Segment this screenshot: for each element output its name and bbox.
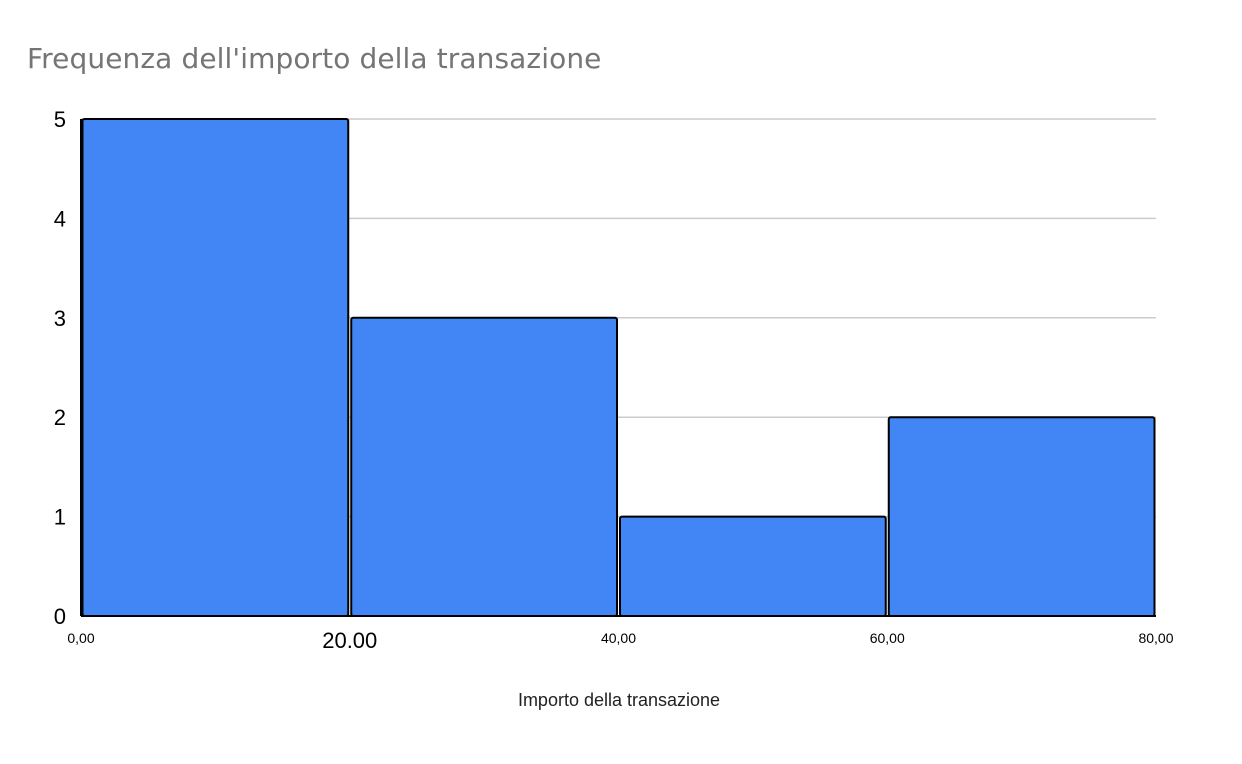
y-tick-label: 2 [54,405,66,430]
x-tick-label: 0,00 [67,630,94,646]
y-tick-label: 4 [54,206,66,231]
x-tick-label: 20.00 [322,628,377,653]
y-tick-label: 0 [54,604,66,629]
x-tick-labels: 0,00 20.00 40,00 60,00 80,00 [67,628,1173,653]
chart-title: Frequenza dell'importo della transazione [27,42,602,75]
y-tick-label: 5 [54,107,66,132]
x-tick-label: 60,00 [870,630,905,646]
y-tick-label: 3 [54,306,66,331]
histogram-bar [350,316,618,617]
x-tick-label: 80,00 [1138,630,1173,646]
y-tick-labels: 0 1 2 3 4 5 [54,107,66,629]
histogram-bar [619,515,887,617]
y-tick-label: 1 [54,505,66,530]
bars [81,118,1156,618]
axes [80,119,1156,617]
x-axis-label: Importo della transazione [518,690,720,710]
x-tick-label: 40,00 [601,630,636,646]
histogram-bar [887,416,1156,618]
histogram-bar [81,118,350,617]
